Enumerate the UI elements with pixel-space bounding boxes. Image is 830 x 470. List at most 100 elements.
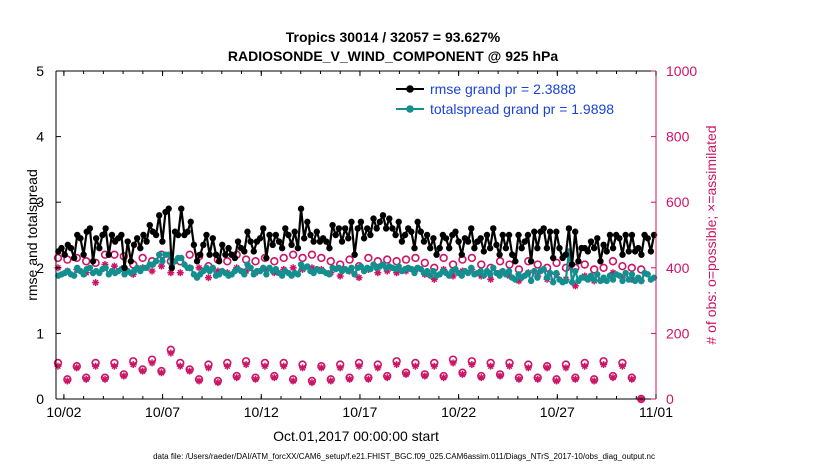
- rmse-point: [187, 218, 194, 226]
- obs-assimilated-marker: [233, 374, 241, 382]
- rmse-point: [338, 238, 346, 245]
- totalspread-point: [263, 271, 270, 278]
- rmse-point: [367, 231, 374, 239]
- rmse-point: [427, 244, 434, 252]
- rmse-point: [638, 251, 645, 258]
- obs-assimilated-marker: [252, 375, 260, 383]
- rmse-point: [376, 218, 384, 226]
- obs-assimilated-stroke: [308, 379, 315, 386]
- obs-assimilated-marker: [204, 364, 212, 372]
- x-tick-label: 10/27: [540, 404, 575, 420]
- obs-assimilated-marker: [458, 370, 466, 378]
- rmse-point: [609, 244, 617, 252]
- rmse-point: [382, 225, 390, 232]
- obs-assimilated-stroke: [92, 363, 99, 370]
- rmse-point: [584, 248, 592, 255]
- rmse-point: [351, 251, 358, 258]
- x-tick-label: 11/01: [639, 404, 673, 420]
- obs-assimilated-marker: [618, 362, 626, 370]
- totalspread-point: [427, 272, 434, 279]
- obs-assimilated-stroke: [64, 377, 71, 384]
- rmse-point: [174, 231, 182, 239]
- rmse-point: [408, 228, 415, 235]
- obs-assimilated-stroke: [111, 363, 118, 370]
- totalspread-point: [445, 272, 453, 279]
- rmse-point: [370, 215, 377, 222]
- obs-assimilated-marker: [101, 375, 109, 383]
- obs-assimilated-stroke: [534, 376, 541, 383]
- obs-assimilated-marker: [270, 374, 278, 382]
- rmse-point: [165, 205, 172, 212]
- obs-possible-marker: [420, 258, 430, 268]
- obs-assimilated-stroke: [393, 361, 400, 368]
- rmse-point: [326, 244, 333, 252]
- rmse-point: [329, 221, 336, 229]
- rmse-point: [234, 238, 242, 245]
- y-tick-label-right: 1000: [666, 63, 697, 79]
- obs-assimilated-stroke: [468, 361, 475, 368]
- obs-assimilated-marker: [346, 375, 354, 383]
- obs-assimilated-stroke: [506, 363, 513, 370]
- totalspread-point: [351, 271, 358, 278]
- obs-assimilated-stroke: [591, 377, 598, 384]
- obs-possible-marker: [636, 265, 646, 274]
- totalspread-point: [178, 254, 185, 262]
- legend-spread-marker: [406, 105, 414, 113]
- obs-assimilated-marker: [590, 377, 598, 385]
- rmse-point: [411, 244, 418, 252]
- rmse-point: [285, 231, 292, 239]
- rmse-point: [266, 231, 273, 239]
- rmse-point: [515, 231, 522, 239]
- totalspread-point: [496, 272, 503, 279]
- obs-assimilated-stroke: [261, 363, 268, 370]
- obs-possible-marker: [270, 257, 279, 266]
- obs-assimilated-stroke: [205, 364, 212, 371]
- obs-possible-marker: [81, 257, 91, 266]
- rmse-point: [502, 244, 510, 252]
- rmse-point: [549, 254, 557, 262]
- rmse-point: [307, 231, 314, 239]
- obs-assimilated-stroke: [139, 368, 146, 375]
- obs-assimilated-marker: [214, 379, 222, 387]
- rmse-point: [294, 244, 302, 252]
- obs-assimilated-stroke: [318, 364, 325, 371]
- rmse-point: [521, 238, 529, 245]
- rmse-point: [490, 225, 497, 232]
- totalspread-point: [594, 271, 601, 278]
- rmse-point: [159, 238, 166, 245]
- obs-assimilated-stroke: [487, 276, 494, 283]
- obs-assimilated-marker: [148, 267, 156, 275]
- rmse-point: [70, 254, 78, 262]
- obs-assimilated-marker: [148, 359, 156, 367]
- obs-assimilated-stroke: [327, 377, 334, 384]
- rmse-point: [423, 231, 431, 239]
- obs-assimilated-marker: [524, 364, 532, 372]
- obs-assimilated-marker: [157, 369, 165, 377]
- y-tick-label-right: 200: [666, 325, 690, 341]
- totalspread-point: [159, 258, 166, 265]
- rmse-point: [86, 225, 94, 232]
- obs-possible-marker: [383, 255, 392, 264]
- rmse-point: [341, 225, 349, 232]
- totalspread-point: [209, 264, 216, 271]
- rmse-point: [278, 244, 286, 252]
- obs-possible-marker: [298, 253, 307, 263]
- rmse-point: [392, 231, 399, 239]
- rmse-point: [499, 231, 506, 239]
- obs-assimilated-stroke: [167, 269, 174, 276]
- totalspread-point: [531, 267, 538, 275]
- totalspread-point: [549, 279, 557, 286]
- obs-assimilated-marker: [609, 374, 617, 382]
- rmse-point: [527, 258, 535, 265]
- obs-assimilated-stroke: [374, 269, 381, 276]
- totalspread-point: [603, 277, 610, 285]
- legend-box: [393, 76, 651, 122]
- totalspread-point: [546, 269, 554, 277]
- obs-assimilated-marker: [280, 362, 288, 370]
- obs-assimilated-marker: [581, 362, 589, 370]
- obs-assimilated-stroke: [393, 269, 400, 276]
- rmse-point: [275, 238, 283, 245]
- obs-assimilated-marker: [299, 364, 307, 372]
- obs-assimilated-marker: [477, 374, 485, 382]
- obs-assimilated-stroke: [412, 363, 419, 370]
